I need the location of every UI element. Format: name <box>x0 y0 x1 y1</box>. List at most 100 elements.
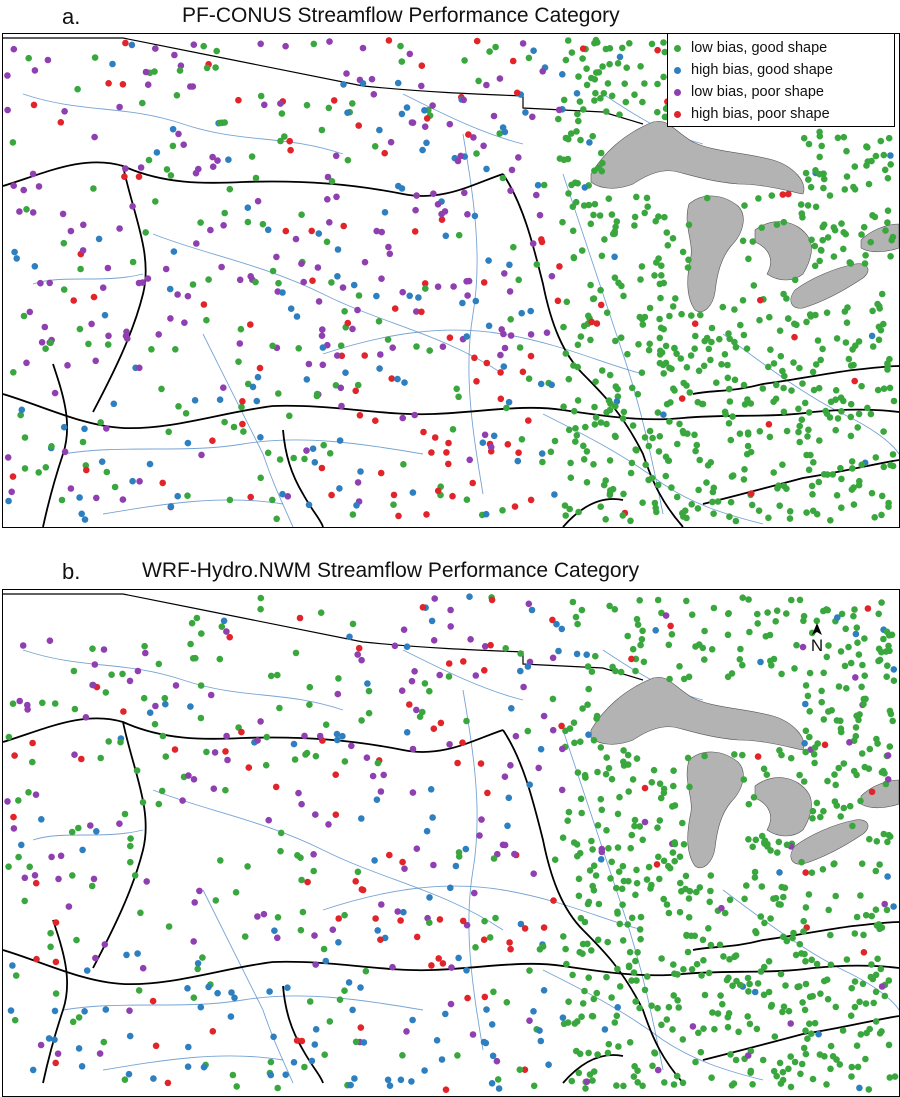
gauge-low-bias-good-shape <box>25 54 32 62</box>
gauge-low-bias-good-shape <box>881 992 889 1000</box>
gauge-low-bias-good-shape <box>731 751 738 758</box>
gauge-low-bias-good-shape <box>275 279 282 287</box>
gauge-low-bias-poor-shape <box>480 142 487 150</box>
gauge-low-bias-poor-shape <box>190 938 197 945</box>
gauge-low-bias-good-shape <box>698 972 705 979</box>
gauge-high-bias-good-shape <box>408 1078 415 1085</box>
gauge-high-bias-poor-shape <box>868 788 876 796</box>
gauge-low-bias-good-shape <box>809 368 817 376</box>
gauge-low-bias-poor-shape <box>662 612 670 619</box>
gauge-low-bias-good-shape <box>694 505 702 512</box>
gauge-low-bias-good-shape <box>655 448 663 455</box>
gauge-low-bias-poor-shape <box>193 240 200 247</box>
gauge-low-bias-poor-shape <box>429 102 436 109</box>
gauge-low-bias-good-shape <box>820 184 827 192</box>
gauge-low-bias-good-shape <box>785 1065 792 1073</box>
gauge-low-bias-good-shape <box>606 60 613 68</box>
gauge-low-bias-poor-shape <box>210 785 218 792</box>
gauge-low-bias-good-shape <box>862 1000 870 1007</box>
gauge-low-bias-good-shape <box>590 995 598 1003</box>
gauge-low-bias-good-shape <box>663 901 671 908</box>
gauge-low-bias-good-shape <box>767 657 774 665</box>
gauge-low-bias-good-shape <box>773 607 781 614</box>
gauge-low-bias-good-shape <box>725 385 733 393</box>
gauge-low-bias-good-shape <box>724 1013 732 1021</box>
gauge-low-bias-good-shape <box>830 253 838 260</box>
gauge-low-bias-poor-shape <box>209 153 216 161</box>
gauge-low-bias-poor-shape <box>284 493 292 500</box>
gauge-low-bias-poor-shape <box>378 275 385 282</box>
lake-erie <box>790 263 869 309</box>
gauge-low-bias-good-shape <box>852 724 860 731</box>
gauge-low-bias-good-shape <box>17 411 24 419</box>
gauge-low-bias-poor-shape <box>16 697 23 705</box>
gauge-high-bias-good-shape <box>315 230 323 237</box>
gauge-high-bias-good-shape <box>109 60 116 68</box>
gauge-low-bias-poor-shape <box>37 1041 45 1049</box>
gauge-low-bias-good-shape <box>575 875 583 883</box>
gauge-low-bias-good-shape <box>187 640 194 648</box>
gauge-low-bias-good-shape <box>576 849 584 857</box>
gauge-low-bias-good-shape <box>569 598 577 606</box>
gauge-low-bias-poor-shape <box>207 691 215 699</box>
gauge-low-bias-poor-shape <box>529 113 536 121</box>
gauge-high-bias-good-shape <box>386 1082 394 1089</box>
gauge-low-bias-good-shape <box>688 966 696 973</box>
gauge-high-bias-good-shape <box>345 979 353 986</box>
gauge-low-bias-good-shape <box>813 617 821 625</box>
gauge-low-bias-good-shape <box>317 609 325 616</box>
gauge-low-bias-good-shape <box>780 290 787 298</box>
gauge-high-bias-good-shape <box>551 491 558 498</box>
gauge-high-bias-poor-shape <box>340 222 348 230</box>
gauge-low-bias-good-shape <box>696 884 704 891</box>
gauge-high-bias-poor-shape <box>52 1059 59 1067</box>
gauge-low-bias-good-shape <box>669 303 677 310</box>
gauge-low-bias-good-shape <box>644 973 651 980</box>
gauge-low-bias-good-shape <box>638 369 646 377</box>
gauge-high-bias-poor-shape <box>597 301 605 309</box>
gauge-low-bias-good-shape <box>797 1070 804 1078</box>
gauge-low-bias-poor-shape <box>334 690 342 698</box>
gauge-low-bias-good-shape <box>658 955 665 962</box>
national-border-line <box>3 593 644 681</box>
gauge-low-bias-good-shape <box>117 738 124 746</box>
gauge-high-bias-good-shape <box>583 651 590 658</box>
gauge-low-bias-good-shape <box>701 752 708 760</box>
gauge-high-bias-good-shape <box>373 796 381 803</box>
gauge-low-bias-good-shape <box>75 824 82 832</box>
gauge-low-bias-good-shape <box>837 813 844 820</box>
gauge-low-bias-good-shape <box>826 414 834 421</box>
gauge-low-bias-good-shape <box>671 345 678 352</box>
gauge-low-bias-poor-shape <box>529 240 537 247</box>
gauge-low-bias-good-shape <box>761 919 768 927</box>
basin-boundary-line <box>562 1054 624 1084</box>
gauge-low-bias-poor-shape <box>411 411 419 419</box>
gauge-low-bias-poor-shape <box>324 173 332 181</box>
gauge-low-bias-good-shape <box>885 134 893 142</box>
gauge-low-bias-good-shape <box>848 458 856 465</box>
gauge-high-bias-poor-shape <box>469 479 477 487</box>
gauge-low-bias-good-shape <box>817 990 824 997</box>
gauge-low-bias-good-shape <box>785 1007 793 1015</box>
gauge-low-bias-good-shape <box>598 252 606 260</box>
gauge-high-bias-poor-shape <box>519 368 527 376</box>
gauge-low-bias-good-shape <box>597 419 605 426</box>
gauge-low-bias-good-shape <box>629 776 637 783</box>
gauge-low-bias-good-shape <box>5 733 13 741</box>
gauge-low-bias-good-shape <box>303 749 311 757</box>
gauge-high-bias-good-shape <box>442 232 450 240</box>
gauge-high-bias-poor-shape <box>29 739 36 747</box>
gauge-high-bias-poor-shape <box>459 917 467 925</box>
gauge-high-bias-good-shape <box>83 967 91 974</box>
gauge-low-bias-good-shape <box>547 448 555 456</box>
gauge-low-bias-good-shape <box>579 940 587 948</box>
lake-michigan <box>686 751 744 868</box>
gauge-low-bias-good-shape <box>697 311 704 319</box>
gauge-low-bias-poor-shape <box>90 875 98 883</box>
gauge-low-bias-good-shape <box>21 897 29 905</box>
gauge-high-bias-poor-shape <box>678 395 686 402</box>
gauge-high-bias-poor-shape <box>488 596 496 604</box>
gauge-low-bias-good-shape <box>47 929 54 937</box>
gauge-low-bias-good-shape <box>298 876 305 884</box>
gauge-low-bias-good-shape <box>665 1003 673 1011</box>
